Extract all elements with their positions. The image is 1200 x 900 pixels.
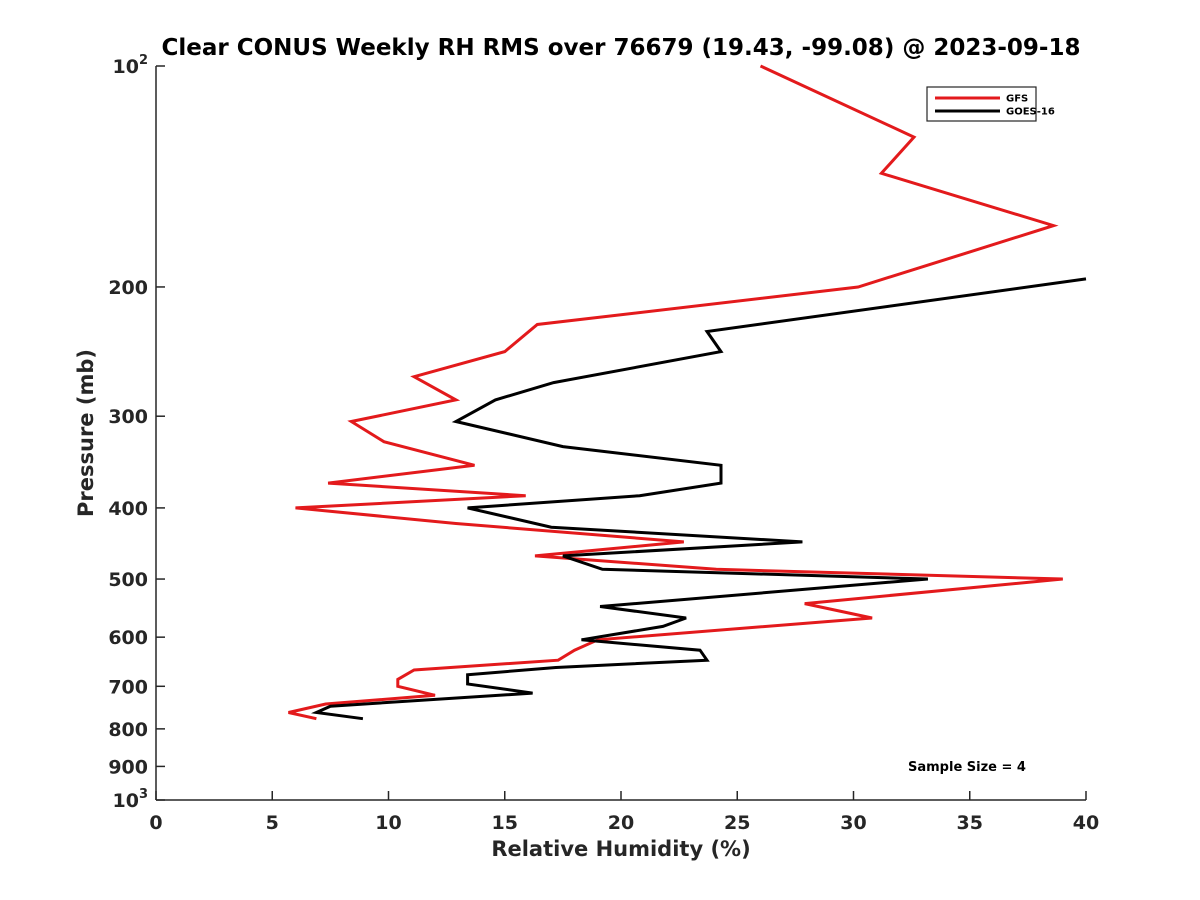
x-tick-label: 35 xyxy=(957,812,983,834)
legend-box xyxy=(926,86,1037,122)
y-tick-label: 300 xyxy=(108,406,148,428)
series-layer xyxy=(288,64,1087,721)
series-line-gfs xyxy=(288,64,1063,721)
x-tick-label: 15 xyxy=(492,812,518,834)
y-axis: 102 200 300 400 500 600 700 800 900 103 xyxy=(108,53,165,812)
y-tick-label: 700 xyxy=(108,676,148,698)
x-tick-label: 40 xyxy=(1073,812,1099,834)
x-axis-label: Relative Humidity (%) xyxy=(491,837,750,861)
x-tick-label: 30 xyxy=(840,812,866,834)
x-tick-label: 20 xyxy=(608,812,634,834)
sample-size-annotation: Sample Size = 4 xyxy=(908,760,1026,775)
plot-area xyxy=(155,66,1086,801)
x-tick-label: 0 xyxy=(149,812,162,834)
series-line-goes-16 xyxy=(310,277,1087,721)
y-tick-label: 103 xyxy=(113,787,149,812)
legend-label-gfs: GFS xyxy=(1006,94,1028,105)
y-axis-label: Pressure (mb) xyxy=(74,349,98,517)
y-tick-label: 400 xyxy=(108,498,148,520)
y-tick-label: 102 xyxy=(113,53,149,78)
y-tick-label: 800 xyxy=(108,719,148,741)
y-tick-label: 500 xyxy=(108,569,148,591)
y-tick-label: 900 xyxy=(108,756,148,778)
y-tick-label: 600 xyxy=(108,627,148,649)
x-tick-label: 10 xyxy=(375,812,401,834)
y-tick-label: 200 xyxy=(108,277,148,299)
legend: GFS GOES-16 xyxy=(926,86,1055,122)
chart-title: Clear CONUS Weekly RH RMS over 76679 (19… xyxy=(162,35,1081,61)
x-tick-label: 5 xyxy=(266,812,279,834)
x-tick-label: 25 xyxy=(724,812,750,834)
x-axis: 0 5 10 15 20 25 30 35 40 xyxy=(149,791,1099,834)
legend-label-goes-16: GOES-16 xyxy=(1006,107,1055,118)
